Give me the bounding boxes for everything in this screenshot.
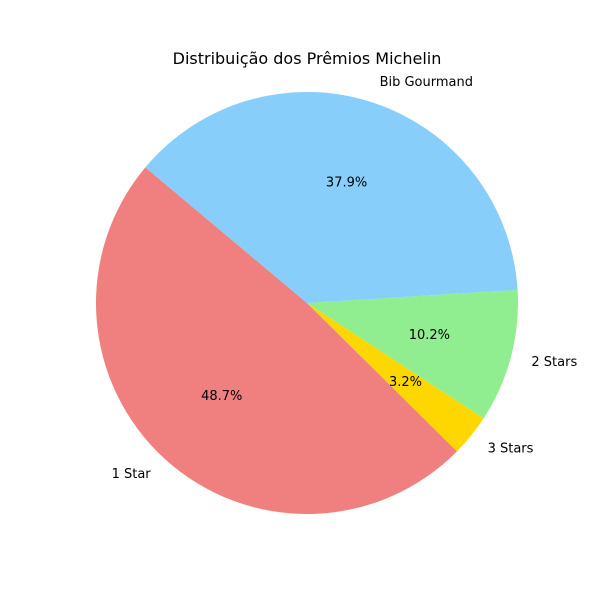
slice-label-3-stars: 3 Stars [488, 441, 534, 456]
pie-labels: 1 Star 3 Stars 2 Stars Bib Gourmand [112, 75, 578, 482]
pie-slice-2-stars [307, 289, 518, 419]
pie-slice-3-stars [307, 303, 484, 452]
pie-slices [95, 91, 518, 515]
chart-title: Distribuição dos Prêmios Michelin [173, 49, 442, 68]
slice-label-1-star: 1 Star [112, 467, 152, 482]
pie-percent-labels: 48.7% 3.2% 10.2% 37.9% [201, 175, 450, 404]
slice-percent-1-star: 48.7% [201, 389, 242, 404]
pie-slice-1-star [95, 167, 458, 515]
slice-label-bib-gourmand: Bib Gourmand [380, 75, 473, 90]
slice-percent-3-stars: 3.2% [389, 375, 422, 390]
slice-percent-bib-gourmand: 37.9% [326, 175, 367, 190]
pie-slice-bib-gourmand [145, 91, 518, 303]
slice-percent-2-stars: 10.2% [409, 328, 450, 343]
slice-label-2-stars: 2 Stars [531, 355, 577, 370]
